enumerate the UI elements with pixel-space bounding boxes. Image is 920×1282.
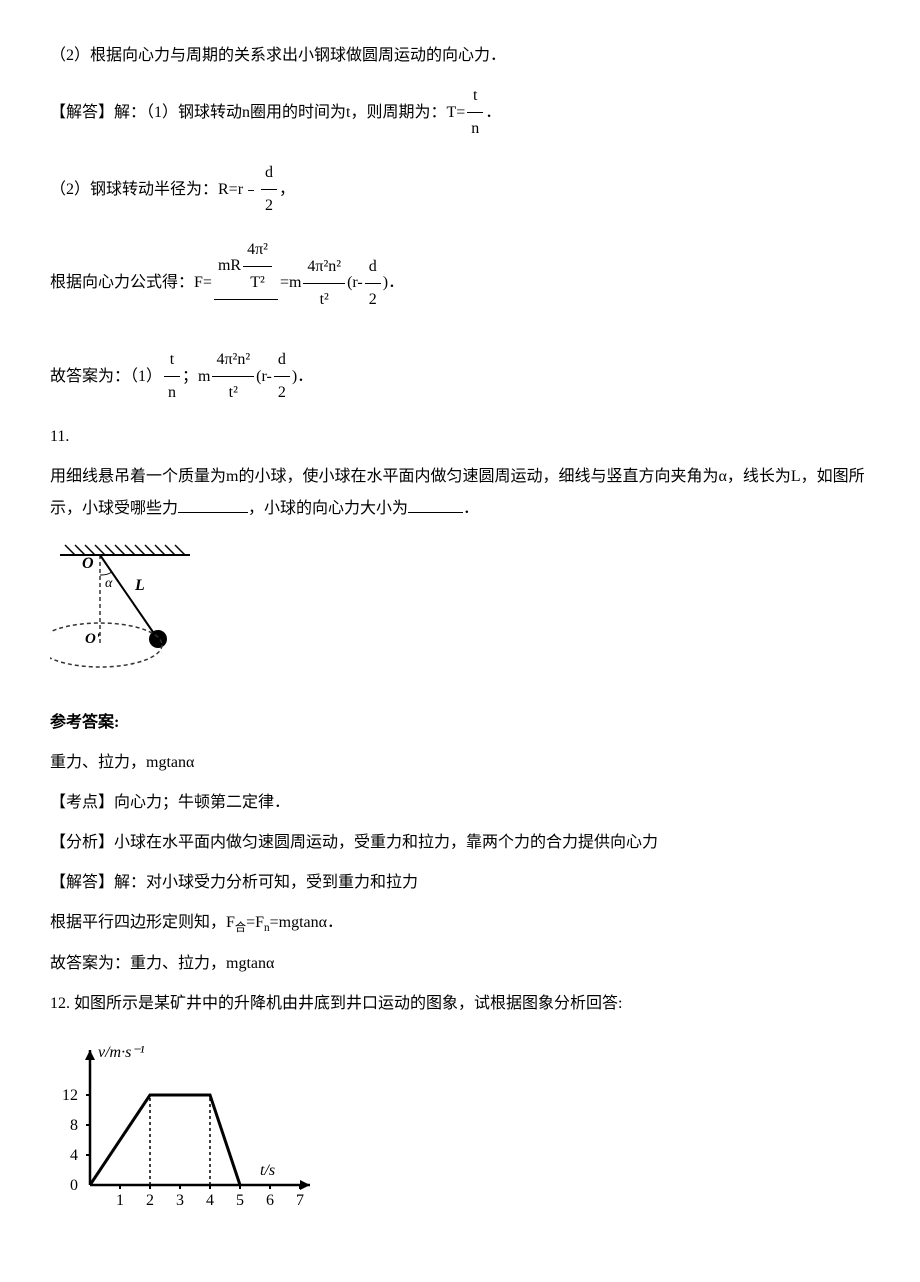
period-punct: ． xyxy=(485,97,501,129)
label-alpha: α xyxy=(105,576,113,591)
ans-num-3: d xyxy=(274,344,290,377)
pendulum-diagram: O α L O' xyxy=(50,535,870,697)
solution-explanation: 【解答】解：对小球受力分析可知，受到重力和拉力 xyxy=(50,867,870,899)
parallelogram-rule: 根据平行四边形定则知，F合=Fn=mgtanα． xyxy=(50,907,870,940)
numerator-t: t xyxy=(467,80,483,113)
force-num-1: mR4π²T² xyxy=(214,234,278,300)
blank-1 xyxy=(178,497,248,513)
rule-text-a: 根据平行四边形定则知，F xyxy=(50,914,235,931)
analysis: 【分析】小球在水平面内做匀速圆周运动，受重力和拉力，靠两个力的合力提供向心力 xyxy=(50,827,870,859)
problem-11-text: 用细线悬吊着一个质量为m的小球，使小球在水平面内做匀速圆周运动，细线与竖直方向夹… xyxy=(50,461,870,525)
force-text-a: 根据向心力公式得：F= xyxy=(50,267,212,299)
answer-frac-1: t n xyxy=(164,344,180,409)
velocity-time-graph: 0 4 8 12 1 2 3 4 5 6 7 v/m·s⁻¹ t/s xyxy=(50,1035,870,1227)
answer-summary: 故答案为：（1） t n ；m 4π²n² t² (r- d 2 ) ． xyxy=(50,344,870,409)
solution-2-radius: （2）钢球转动半径为：R=r﹣ d 2 ， xyxy=(50,157,870,222)
force-den-2: t² xyxy=(303,284,345,316)
xtick-6: 6 xyxy=(266,1192,274,1209)
label-O: O xyxy=(82,555,94,572)
ytick-8: 8 xyxy=(70,1117,78,1134)
radius-punct: ， xyxy=(279,174,295,206)
problem-11-number: 11. xyxy=(50,421,870,453)
force-fraction-2: 4π²n² t² xyxy=(303,251,345,316)
label-Oprime: O' xyxy=(85,631,100,647)
inner-num: 4π² xyxy=(243,234,272,267)
centripetal-force-formula: 根据向心力公式得：F= mR4π²T² =m 4π²n² t² (r- d 2 … xyxy=(50,234,870,332)
reference-answer-header: 参考答案: xyxy=(50,707,870,739)
inner-frac-1: 4π²T² xyxy=(243,234,272,299)
period-fraction: t n xyxy=(467,80,483,145)
ans-num-2: 4π²n² xyxy=(212,344,254,377)
rule-text-c: =mgtanα． xyxy=(270,914,343,931)
answer-text-b: ；m xyxy=(182,361,210,393)
xlabel: t/s xyxy=(260,1162,275,1179)
ans-num-1: t xyxy=(164,344,180,377)
xtick-7: 7 xyxy=(296,1192,304,1209)
answer-frac-3: d 2 xyxy=(274,344,290,409)
force-num-3: d xyxy=(365,251,381,284)
ytick-0: 0 xyxy=(70,1177,78,1194)
force-den-3: 2 xyxy=(365,284,381,316)
denominator-2: 2 xyxy=(261,190,277,222)
inner-den: T² xyxy=(243,267,272,299)
ytick-4: 4 xyxy=(70,1147,78,1164)
ytick-12: 12 xyxy=(62,1087,78,1104)
blank-2 xyxy=(408,497,463,513)
force-text-c: (r- xyxy=(347,267,363,299)
p11-text-c: ． xyxy=(463,500,479,517)
p11-text-b: ，小球的向心力大小为 xyxy=(248,500,408,517)
label-L: L xyxy=(134,577,145,594)
force-text-b: =m xyxy=(280,267,301,299)
xtick-4: 4 xyxy=(206,1192,214,1209)
answer-frac-2: 4π²n² t² xyxy=(212,344,254,409)
ans-den-1: n xyxy=(164,377,180,409)
xtick-2: 2 xyxy=(146,1192,154,1209)
sub-he: 合 xyxy=(235,922,246,934)
ans-den-2: t² xyxy=(212,377,254,409)
solution-1-period: 【解答】解：（1）钢球转动n圈用的时间为t，则周期为：T= t n ． xyxy=(50,80,870,145)
answer-forces: 重力、拉力，mgtanα xyxy=(50,747,870,779)
force-num-2: 4π²n² xyxy=(303,251,345,284)
mR-text: mR xyxy=(218,257,241,274)
ans-den-3: 2 xyxy=(274,377,290,409)
exam-point: 【考点】向心力；牛顿第二定律． xyxy=(50,787,870,819)
solution-text: 【解答】解：（1）钢球转动n圈用的时间为t，则周期为：T= xyxy=(50,97,465,129)
problem-12-text: 12. 如图所示是某矿井中的升降机由井底到井口运动的图象，试根据图象分析回答: xyxy=(50,988,870,1020)
force-text-e: ． xyxy=(388,267,404,299)
xtick-5: 5 xyxy=(236,1192,244,1209)
xtick-3: 3 xyxy=(176,1192,184,1209)
force-fraction-1: mR4π²T² xyxy=(214,234,278,332)
rule-text-b: =F xyxy=(246,914,264,931)
xtick-1: 1 xyxy=(116,1192,124,1209)
radius-fraction: d 2 xyxy=(261,157,277,222)
numerator-d: d xyxy=(261,157,277,190)
radius-text: （2）钢球转动半径为：R=r﹣ xyxy=(50,174,259,206)
final-answer: 故答案为：重力、拉力，mgtanα xyxy=(50,948,870,980)
answer-text-e: ． xyxy=(297,361,313,393)
empty-den xyxy=(214,300,278,332)
force-fraction-3: d 2 xyxy=(365,251,381,316)
problem-2-statement: （2）根据向心力与周期的关系求出小钢球做圆周运动的向心力． xyxy=(50,40,870,72)
answer-text-a: 故答案为：（1） xyxy=(50,361,162,393)
denominator-n: n xyxy=(467,113,483,145)
answer-text-c: (r- xyxy=(256,361,272,393)
ylabel: v/m·s⁻¹ xyxy=(98,1044,145,1061)
